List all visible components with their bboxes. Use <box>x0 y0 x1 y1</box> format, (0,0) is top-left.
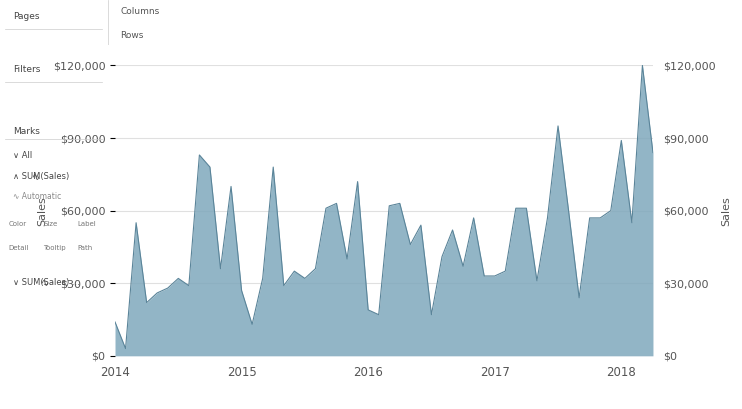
Text: ≡ MONTH(Order Da...: ≡ MONTH(Order Da... <box>174 11 256 20</box>
Text: SUM(Sales): SUM(Sales) <box>179 29 222 38</box>
Y-axis label: Sales: Sales <box>37 196 47 225</box>
Text: ∨ All: ∨ All <box>13 151 32 160</box>
Text: ∨ SUM(Sales) ...: ∨ SUM(Sales) ... <box>13 278 79 287</box>
Text: ∿: ∿ <box>41 278 49 288</box>
Text: Filters: Filters <box>13 65 40 74</box>
Text: Color: Color <box>9 221 27 227</box>
Text: Rows: Rows <box>120 31 144 40</box>
Text: ∿ Automatic: ∿ Automatic <box>13 192 61 201</box>
Text: Label: Label <box>77 221 96 227</box>
Text: Size: Size <box>43 221 57 227</box>
Text: ∧ SUM(Sales): ∧ SUM(Sales) <box>13 172 69 181</box>
Text: ∿: ∿ <box>33 172 40 182</box>
Text: Tooltip: Tooltip <box>43 245 65 252</box>
Text: Columns: Columns <box>120 7 160 16</box>
Text: Detail: Detail <box>9 245 29 252</box>
Text: SUM(Sales): SUM(Sales) <box>268 29 311 38</box>
Y-axis label: Sales: Sales <box>721 196 731 225</box>
Text: Marks: Marks <box>13 127 40 136</box>
Text: Pages: Pages <box>13 12 39 21</box>
Text: Path: Path <box>77 245 93 252</box>
